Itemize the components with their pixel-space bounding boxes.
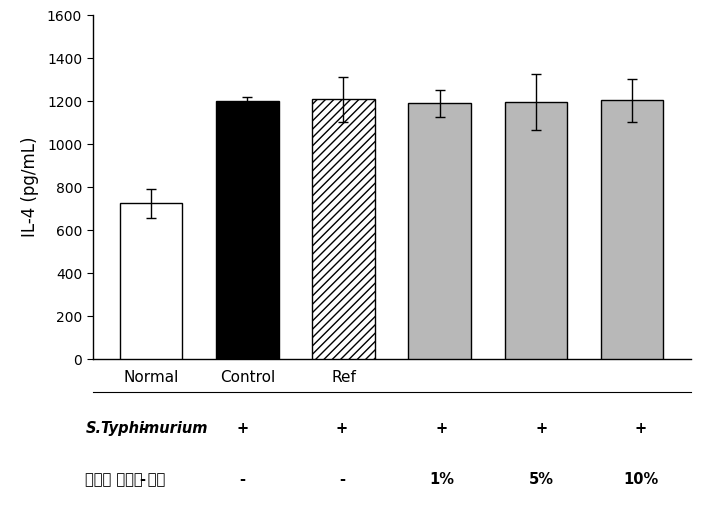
Text: 10%: 10% xyxy=(623,472,659,487)
Text: +: + xyxy=(236,421,248,436)
Text: 5%: 5% xyxy=(528,472,554,487)
Text: +: + xyxy=(634,421,647,436)
Text: -: - xyxy=(339,472,345,487)
Bar xyxy=(120,203,182,359)
Text: -: - xyxy=(239,472,245,487)
Bar xyxy=(505,103,567,359)
Bar xyxy=(409,104,471,359)
Text: +: + xyxy=(335,421,348,436)
Text: S.Typhimurium: S.Typhimurium xyxy=(85,421,208,436)
Bar xyxy=(601,100,664,359)
Text: +: + xyxy=(535,421,548,436)
Text: -: - xyxy=(140,472,145,487)
Text: 상심자 추출박 사료: 상심자 추출박 사료 xyxy=(85,472,166,487)
Bar xyxy=(216,102,278,359)
Text: +: + xyxy=(435,421,448,436)
Text: 1%: 1% xyxy=(429,472,454,487)
Bar xyxy=(312,99,375,359)
Text: -: - xyxy=(140,421,145,436)
Y-axis label: IL-4 (pg/mL): IL-4 (pg/mL) xyxy=(21,137,38,238)
